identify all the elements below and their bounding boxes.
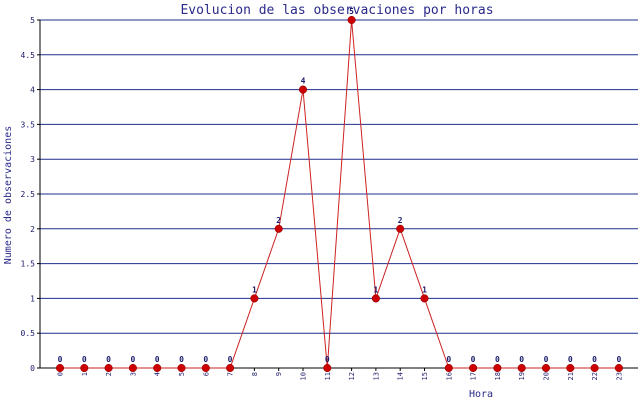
x-tick-label: 8 <box>251 372 259 376</box>
y-tick-label: 1 <box>30 294 35 303</box>
data-point <box>201 363 210 373</box>
data-label: 0 <box>446 355 451 364</box>
data-point <box>104 363 113 373</box>
data-point <box>566 363 575 373</box>
data-point <box>153 363 162 373</box>
x-tick-label: 0 <box>57 372 65 376</box>
data-label: 0 <box>568 355 573 364</box>
x-tick-label: 3 <box>129 372 137 376</box>
x-tick-label: 6 <box>202 372 210 376</box>
y-tick-label: 1.5 <box>21 260 36 269</box>
data-label: 2 <box>276 216 281 225</box>
data-label: 0 <box>495 355 500 364</box>
data-label: 2 <box>398 216 403 225</box>
x-tick-label: 14 <box>397 372 405 380</box>
data-label: 0 <box>592 355 597 364</box>
data-label: 0 <box>203 355 208 364</box>
y-tick-label: 2.5 <box>21 190 36 199</box>
data-label: 5 <box>349 7 354 16</box>
x-tick-label: 21 <box>567 372 575 380</box>
data-point <box>444 363 453 373</box>
x-tick-label: 15 <box>421 372 429 380</box>
y-tick-label: 2 <box>30 225 35 234</box>
data-label: 0 <box>471 355 476 364</box>
x-tick-label: 1 <box>81 372 89 376</box>
data-point <box>371 294 380 303</box>
x-tick-label: 13 <box>372 372 380 380</box>
data-label: 1 <box>373 285 378 294</box>
data-label: 0 <box>325 355 330 364</box>
y-tick-label: 0 <box>30 364 35 373</box>
x-tick-label: 2 <box>105 372 113 376</box>
x-tick-label: 9 <box>275 372 283 376</box>
x-tick-label: 16 <box>445 372 453 380</box>
x-tick-label: 17 <box>470 372 478 380</box>
x-tick-label: 22 <box>591 372 599 380</box>
x-tick-label: 10 <box>300 372 308 380</box>
data-label: 0 <box>106 355 111 364</box>
data-point <box>55 363 65 373</box>
y-tick-label: 4.5 <box>21 51 36 60</box>
data-point <box>274 224 283 233</box>
data-label: 0 <box>58 355 63 364</box>
data-label: 0 <box>179 355 184 364</box>
data-point <box>614 363 623 373</box>
data-label: 0 <box>82 355 87 364</box>
y-tick-label: 0.5 <box>21 329 36 338</box>
data-point <box>469 363 478 373</box>
data-point <box>347 15 356 25</box>
data-point <box>590 363 599 373</box>
y-tick-label: 3 <box>30 155 35 164</box>
x-tick-label: 23 <box>615 372 623 380</box>
data-label: 0 <box>616 355 621 364</box>
chart-title: Evolucion de las observaciones por horas <box>180 3 493 18</box>
data-point <box>323 363 332 373</box>
data-label: 0 <box>155 355 160 364</box>
series <box>55 15 623 373</box>
data-label: 0 <box>228 355 233 364</box>
data-point <box>298 85 308 94</box>
data-point <box>493 363 502 373</box>
data-label: 1 <box>252 285 257 294</box>
y-tick-label: 3.5 <box>21 120 36 129</box>
data-point <box>541 363 551 373</box>
data-point <box>396 224 405 233</box>
x-tick-label: 4 <box>154 372 162 376</box>
data-label: 1 <box>422 285 427 294</box>
y-axis-title: Numero de observaciones <box>3 126 14 264</box>
data-point <box>80 363 89 373</box>
y-tick-label: 4 <box>30 86 35 95</box>
x-tick-label: 20 <box>543 372 551 380</box>
x-tick-label: 11 <box>324 372 332 380</box>
x-tick-label: 12 <box>348 372 356 380</box>
x-tick-label: 19 <box>518 372 526 380</box>
data-point <box>128 363 137 373</box>
x-tick-label: 7 <box>227 372 235 376</box>
axes: 00.511.522.533.544.550 1 2 3 4 5 6 7 8 9 10 11 12 13 1… <box>21 16 638 380</box>
data-point <box>177 363 186 373</box>
x-axis-title: Hora <box>469 389 493 400</box>
data-labels: 0 0 0 0 0 0 0 0 1 2 4 0 5 1 2 1 0 0 0 0 0 0 0 0 <box>58 7 622 364</box>
data-point <box>226 363 235 373</box>
data-point <box>517 363 526 373</box>
x-tick-label: 18 <box>494 372 502 380</box>
y-tick-label: 5 <box>30 16 35 25</box>
data-label: 4 <box>301 77 306 86</box>
data-label: 0 <box>130 355 135 364</box>
x-tick-label: 5 <box>178 372 186 376</box>
data-point <box>420 294 429 303</box>
data-point <box>250 294 259 303</box>
gridlines <box>40 19 638 334</box>
data-label: 0 <box>544 355 549 364</box>
data-label: 0 <box>519 355 524 364</box>
